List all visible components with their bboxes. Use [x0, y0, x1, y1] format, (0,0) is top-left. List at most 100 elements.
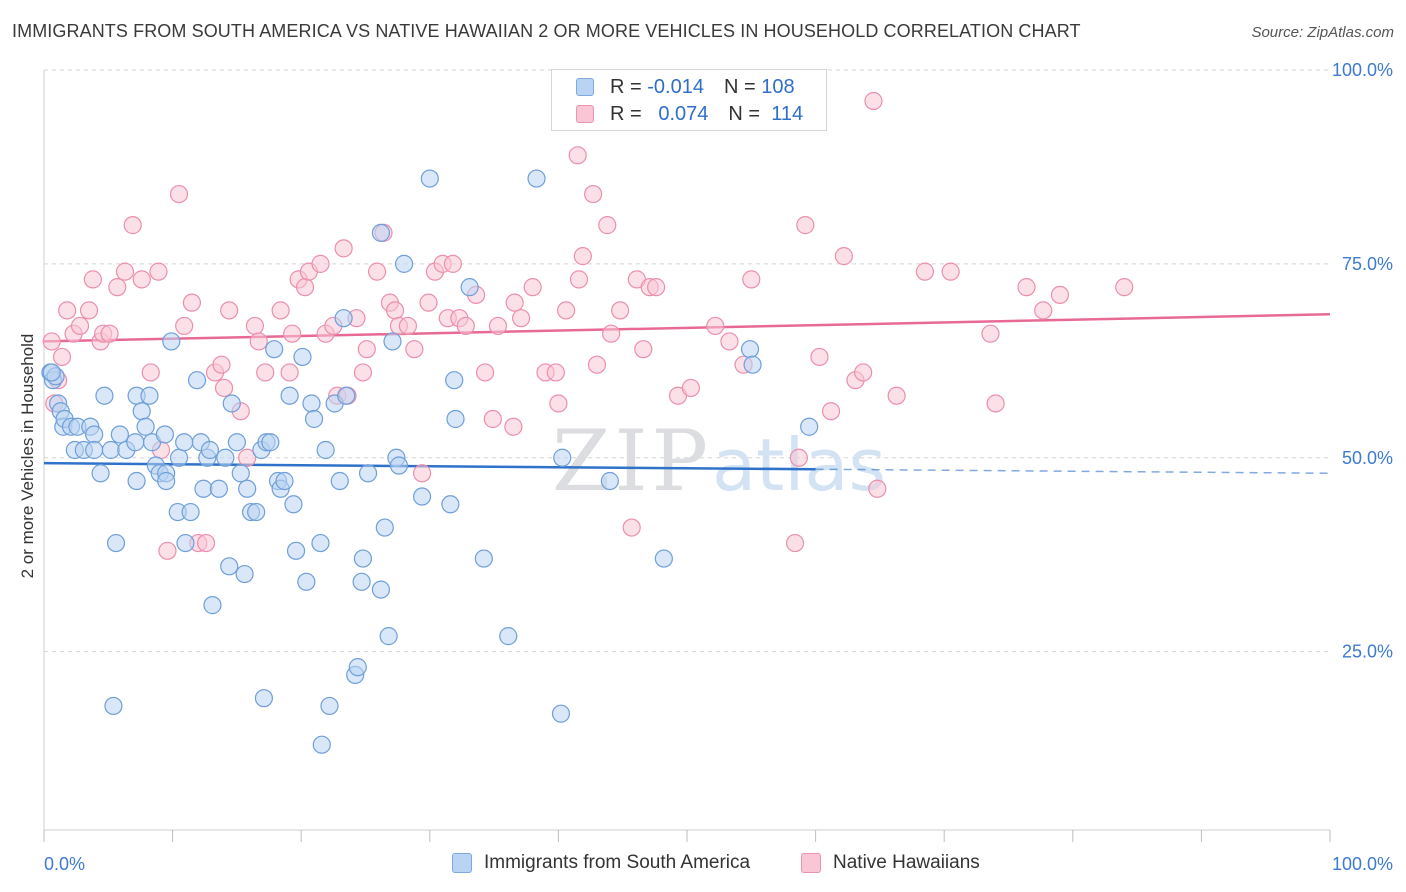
- pink-point: [568, 146, 587, 165]
- pink-point: [182, 293, 201, 312]
- blue-point: [95, 386, 114, 405]
- pink-point: [245, 316, 265, 336]
- blue-point: [169, 448, 189, 467]
- legend-n-pink: 114: [771, 102, 804, 125]
- blue-point: [176, 533, 195, 553]
- pink-point: [79, 301, 99, 320]
- blue-point: [286, 541, 306, 560]
- legend-r-label: R =: [610, 75, 642, 98]
- pink-point: [785, 533, 805, 553]
- pink-point: [868, 479, 887, 498]
- pink-point: [1050, 285, 1070, 304]
- blue-point: [740, 340, 760, 359]
- pink-point: [622, 518, 641, 537]
- pink-point: [546, 363, 565, 382]
- pink-point: [573, 247, 592, 266]
- blue-point: [235, 564, 254, 584]
- pink-point: [367, 262, 387, 281]
- legend-n-label: N =: [723, 75, 756, 98]
- pink-point: [115, 262, 135, 281]
- blue-point: [106, 533, 126, 553]
- blue-point: [383, 332, 402, 351]
- blue-point: [445, 371, 464, 390]
- pink-point: [505, 293, 524, 312]
- pink-point: [149, 262, 168, 281]
- pink-point: [834, 247, 853, 266]
- pink-point: [271, 301, 290, 320]
- blue-point: [389, 456, 409, 475]
- blue-point: [247, 502, 266, 522]
- blue-point: [311, 533, 330, 553]
- legend-row-blue: R = -0.014 N = 108: [576, 74, 795, 100]
- bottom-legend-pink: Native Hawaiians: [801, 852, 980, 874]
- blue-point: [412, 487, 432, 506]
- blue-point: [254, 689, 274, 708]
- pink-point: [405, 340, 424, 359]
- axes: [43, 70, 1331, 842]
- y-tick-label: 75.0%: [1342, 254, 1393, 274]
- blue-point: [551, 704, 571, 723]
- blue-point: [136, 417, 155, 436]
- trend-line-blue-dashed: [815, 468, 1331, 475]
- y-tick-label: 50.0%: [1342, 448, 1393, 468]
- blue-point: [231, 464, 250, 483]
- blue-point: [104, 696, 123, 716]
- blue-point: [527, 169, 546, 188]
- series-immigrants-south-america: [41, 169, 819, 754]
- blue-point: [460, 278, 479, 297]
- pink-point: [720, 332, 739, 351]
- y-axis-label: 2 or more Vehicles in Household: [18, 334, 37, 579]
- blue-point: [499, 627, 518, 646]
- blue-point: [284, 495, 303, 514]
- pink-point: [1034, 301, 1053, 320]
- blue-point: [140, 386, 159, 405]
- pink-point: [602, 324, 621, 343]
- pink-point: [887, 386, 906, 405]
- pink-point: [789, 448, 808, 467]
- blue-point: [265, 340, 284, 359]
- pink-point: [220, 301, 239, 320]
- pink-point: [488, 316, 508, 336]
- blue-point: [800, 417, 819, 436]
- y-tick-label: 25.0%: [1342, 642, 1393, 662]
- blue-point: [187, 371, 207, 390]
- pink-point: [483, 409, 502, 429]
- blue-point: [353, 549, 373, 568]
- pink-point: [796, 216, 815, 235]
- blue-point: [126, 433, 145, 452]
- blue-point: [85, 440, 104, 460]
- pink-point: [456, 316, 475, 336]
- blue-point: [175, 433, 194, 452]
- legend-swatch-pink: [576, 105, 594, 123]
- blue-point: [371, 580, 391, 599]
- blue-point: [446, 409, 465, 429]
- blue-point: [162, 332, 181, 351]
- pink-point: [512, 309, 531, 328]
- pink-point: [196, 533, 216, 553]
- legend-r-label: R =: [610, 102, 642, 125]
- pink-point: [443, 254, 463, 273]
- pink-point: [295, 278, 315, 297]
- blue-point: [200, 440, 219, 460]
- blue-point: [304, 409, 324, 429]
- pink-point: [611, 301, 630, 320]
- blue-point: [297, 572, 316, 591]
- blue-point: [42, 363, 61, 382]
- blue-point: [209, 479, 228, 498]
- pink-point: [70, 316, 90, 336]
- pink-point: [810, 347, 829, 367]
- blue-point: [293, 347, 312, 367]
- blue-point: [101, 440, 120, 460]
- blue-point: [553, 448, 572, 467]
- pink-point: [256, 363, 275, 382]
- blue-point: [600, 471, 619, 491]
- pink-point: [141, 363, 160, 382]
- pink-point: [1017, 278, 1036, 297]
- blue-point: [348, 658, 367, 677]
- blue-point: [654, 549, 673, 568]
- pink-point: [981, 324, 1000, 343]
- blue-point: [379, 627, 398, 646]
- pink-point: [52, 347, 72, 367]
- pink-point: [557, 301, 576, 320]
